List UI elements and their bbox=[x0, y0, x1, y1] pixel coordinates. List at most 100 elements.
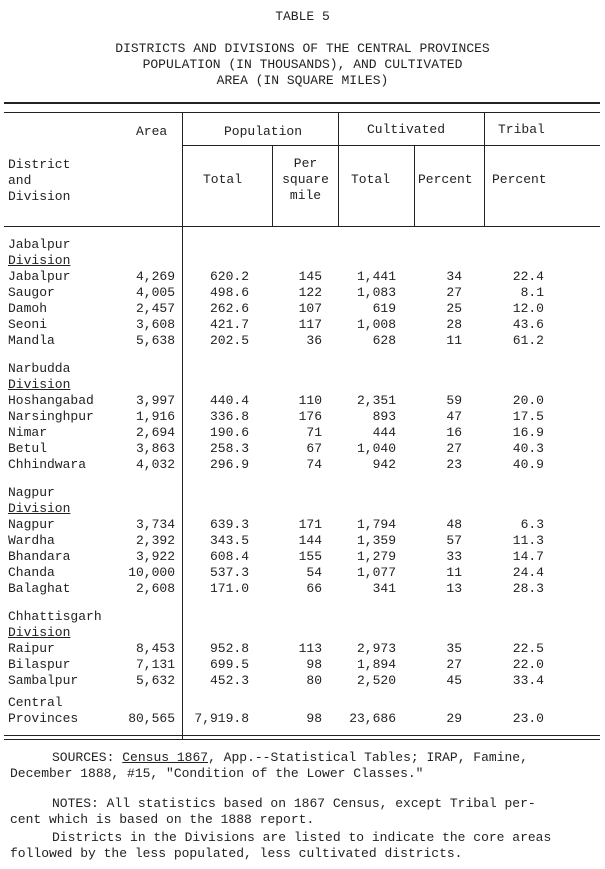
cell-area: 3,922 bbox=[135, 549, 175, 564]
cell-area: 3,997 bbox=[135, 393, 175, 408]
header-sub-rule bbox=[182, 145, 600, 146]
cell-cult: 1,441 bbox=[356, 269, 396, 284]
table-bottom-rule bbox=[4, 735, 600, 736]
cell-area: 3,734 bbox=[135, 517, 175, 532]
cell-pop: 498.6 bbox=[209, 285, 249, 300]
cell-cult: 893 bbox=[372, 409, 396, 424]
cell-pop: 452.3 bbox=[209, 673, 249, 688]
cell-district: Nimar bbox=[8, 425, 48, 440]
cell-district: Saugor bbox=[8, 285, 55, 300]
cell-per: 80 bbox=[306, 673, 322, 688]
cell-pct: 59 bbox=[446, 393, 462, 408]
cell-per: 98 bbox=[306, 657, 322, 672]
total-tribal: 23.0 bbox=[512, 711, 544, 726]
cell-district: Narsinghpur bbox=[8, 409, 94, 424]
cell-area: 4,269 bbox=[135, 269, 175, 284]
cell-cult: 1,279 bbox=[356, 549, 396, 564]
cell-pct: 33 bbox=[446, 549, 462, 564]
cell-tribal: 24.4 bbox=[512, 565, 544, 580]
cell-cult: 619 bbox=[372, 301, 396, 316]
division-label: Division bbox=[8, 625, 71, 640]
division-name: Narbudda bbox=[8, 361, 71, 376]
cell-area: 5,638 bbox=[135, 333, 175, 348]
cell-pop: 296.9 bbox=[209, 457, 249, 472]
cell-district: Jabalpur bbox=[8, 269, 71, 284]
cell-per: 36 bbox=[306, 333, 322, 348]
header-per-2: square bbox=[282, 172, 329, 187]
header-cult-total: Total bbox=[351, 172, 391, 187]
notes-line-2: cent which is based on the 1888 report. bbox=[10, 812, 315, 827]
cell-district: Bilaspur bbox=[8, 657, 71, 672]
total-pct: 29 bbox=[446, 711, 462, 726]
cell-pop: 699.5 bbox=[209, 657, 249, 672]
table-title-line-1: DISTRICTS AND DIVISIONS OF THE CENTRAL P… bbox=[115, 41, 490, 56]
cell-pop: 620.2 bbox=[209, 269, 249, 284]
cell-pct: 27 bbox=[446, 285, 462, 300]
cell-pop: 952.8 bbox=[209, 641, 249, 656]
cell-per: 144 bbox=[298, 533, 322, 548]
division-label: Division bbox=[8, 377, 71, 392]
cell-cult: 1,894 bbox=[356, 657, 396, 672]
notes-line-4: followed by the less populated, less cul… bbox=[10, 846, 463, 861]
cell-pct: 28 bbox=[446, 317, 462, 332]
cell-pct: 25 bbox=[446, 301, 462, 316]
cell-pop: 421.7 bbox=[209, 317, 249, 332]
cell-pct: 16 bbox=[446, 425, 462, 440]
cell-cult: 1,359 bbox=[356, 533, 396, 548]
cell-cult: 2,520 bbox=[356, 673, 396, 688]
header-bottom-rule bbox=[4, 226, 600, 227]
cell-tribal: 40.3 bbox=[512, 441, 544, 456]
cell-cult: 2,351 bbox=[356, 393, 396, 408]
cell-district: Nagpur bbox=[8, 517, 55, 532]
cell-per: 113 bbox=[298, 641, 322, 656]
cell-district: Damoh bbox=[8, 301, 48, 316]
division-name: Jabalpur bbox=[8, 237, 71, 252]
cell-per: 145 bbox=[298, 269, 322, 284]
cell-tribal: 22.0 bbox=[512, 657, 544, 672]
cell-pop: 190.6 bbox=[209, 425, 249, 440]
cell-pop: 639.3 bbox=[209, 517, 249, 532]
notes-line-1: NOTES: All statistics based on 1867 Cens… bbox=[52, 796, 536, 811]
cell-district: Chanda bbox=[8, 565, 55, 580]
cell-tribal: 61.2 bbox=[512, 333, 544, 348]
cell-pop: 537.3 bbox=[209, 565, 249, 580]
table-number: TABLE 5 bbox=[275, 9, 330, 24]
cell-district: Mandla bbox=[8, 333, 55, 348]
cell-tribal: 16.9 bbox=[512, 425, 544, 440]
col-divider-population bbox=[338, 112, 339, 226]
cell-cult: 1,040 bbox=[356, 441, 396, 456]
total-cult: 23,686 bbox=[349, 711, 396, 726]
header-cult-percent: Percent bbox=[418, 172, 473, 187]
sources-rest: , App.--Statistical Tables; IRAP, Famine… bbox=[208, 750, 528, 765]
cell-cult: 1,794 bbox=[356, 517, 396, 532]
cell-pct: 45 bbox=[446, 673, 462, 688]
division-label: Division bbox=[8, 253, 71, 268]
cell-area: 2,608 bbox=[135, 581, 175, 596]
table-title-line-3: AREA (IN SQUARE MILES) bbox=[216, 73, 389, 88]
col-divider-area bbox=[182, 112, 183, 739]
cell-per: 155 bbox=[298, 549, 322, 564]
cell-pop: 336.8 bbox=[209, 409, 249, 424]
cell-per: 54 bbox=[306, 565, 322, 580]
header-tribal-percent: Percent bbox=[492, 172, 547, 187]
cell-tribal: 17.5 bbox=[512, 409, 544, 424]
table-top-rule bbox=[4, 102, 600, 104]
cell-cult: 1,077 bbox=[356, 565, 396, 580]
cell-pct: 27 bbox=[446, 657, 462, 672]
cell-tribal: 12.0 bbox=[512, 301, 544, 316]
header-population: Population bbox=[224, 124, 303, 139]
cell-per: 117 bbox=[298, 317, 322, 332]
cell-per: 71 bbox=[306, 425, 322, 440]
cell-area: 4,032 bbox=[135, 457, 175, 472]
cell-pct: 11 bbox=[446, 333, 462, 348]
header-per-3: mile bbox=[289, 188, 322, 203]
cell-cult: 628 bbox=[372, 333, 396, 348]
cell-cult: 1,083 bbox=[356, 285, 396, 300]
cell-per: 171 bbox=[298, 517, 322, 532]
cell-area: 8,453 bbox=[135, 641, 175, 656]
col-divider-cultivated bbox=[484, 112, 485, 226]
cell-area: 2,457 bbox=[135, 301, 175, 316]
cell-cult: 444 bbox=[372, 425, 396, 440]
cell-area: 7,131 bbox=[135, 657, 175, 672]
table-title-line-2: POPULATION (IN THOUSANDS), AND CULTIVATE… bbox=[142, 57, 463, 72]
